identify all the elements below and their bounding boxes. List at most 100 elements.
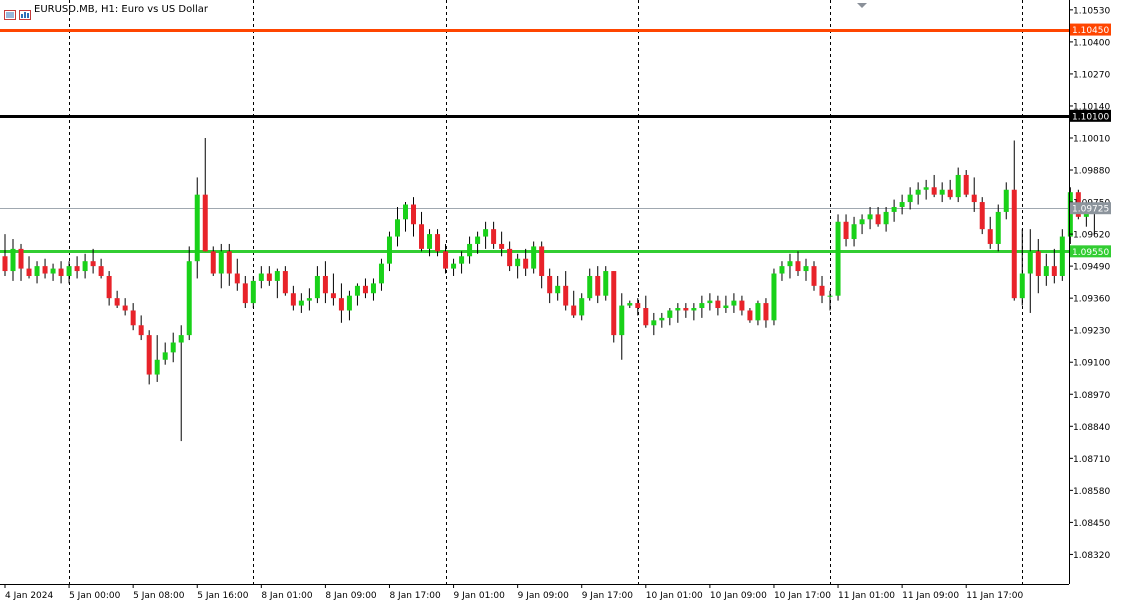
time-tick-label: 5 Jan 08:00: [133, 591, 185, 601]
candle-body: [362, 285, 368, 294]
candle-body: [34, 266, 40, 276]
price-tag-text: 1.09725: [1072, 205, 1109, 215]
candle: [963, 170, 969, 198]
candle-body: [963, 174, 969, 195]
candle: [603, 266, 609, 301]
candle-body: [226, 251, 232, 274]
candle: [547, 268, 553, 304]
candle-body: [627, 303, 633, 306]
candle: [923, 179, 929, 200]
candle-body: [210, 251, 216, 274]
candle: [627, 300, 633, 309]
candle: [370, 278, 376, 301]
candle: [867, 206, 873, 230]
candle: [483, 221, 489, 249]
candle: [306, 288, 312, 311]
candle: [394, 206, 400, 247]
candle-body: [971, 194, 977, 203]
candle: [995, 204, 1001, 252]
time-tick-label: 9 Jan 01:00: [454, 591, 506, 601]
time-tick-label: 9 Jan 09:00: [518, 591, 570, 601]
candle-body: [459, 256, 465, 264]
candle-body: [338, 298, 344, 311]
candle-body: [715, 300, 721, 309]
price-tag-text: 1.10100: [1072, 112, 1109, 122]
candle: [507, 241, 513, 272]
candle: [723, 295, 729, 313]
candle: [2, 234, 8, 276]
candle-body: [819, 285, 825, 296]
candle: [386, 231, 392, 272]
price-tick-label: 1.10400: [1073, 38, 1110, 48]
candle: [1035, 239, 1041, 294]
chart-properties-icon[interactable]: [4, 5, 16, 20]
candle-body: [523, 258, 529, 269]
candle: [739, 295, 745, 316]
candle: [330, 273, 336, 306]
price-tick-label: 1.08320: [1073, 551, 1110, 561]
candle-body: [18, 248, 24, 269]
candle: [74, 256, 80, 279]
time-tick-label: 11 Jan 17:00: [966, 591, 1023, 601]
candle-body: [995, 211, 1001, 244]
price-tag-box: [1070, 23, 1111, 36]
time-axis[interactable]: 4 Jan 2024 5 Jan 00:00 5 Jan 08:00 5 Jan 16…: [0, 584, 1069, 601]
candle-body: [90, 261, 96, 267]
candle: [98, 258, 104, 279]
candle: [234, 258, 240, 291]
candle: [242, 275, 248, 309]
candle: [1051, 248, 1057, 284]
candle-body: [587, 275, 593, 299]
symbol-info-icon[interactable]: [19, 5, 31, 20]
candle: [170, 332, 176, 363]
scroll-marker-icon[interactable]: [857, 3, 867, 8]
candle-body: [803, 266, 809, 272]
candle-body: [699, 303, 705, 309]
price-axis[interactable]: 1.10530 1.10400 1.10270 1.10140 1.10010 1.098…: [1069, 0, 1110, 584]
candle: [1043, 253, 1049, 286]
candle-body: [851, 224, 857, 240]
candle-body: [843, 221, 849, 240]
candle-body: [258, 273, 264, 281]
candle: [362, 278, 368, 299]
candle-body: [515, 258, 521, 267]
candle-body: [98, 266, 104, 276]
candle: [475, 231, 481, 254]
candle-body: [643, 308, 649, 326]
candle: [763, 298, 769, 328]
candle: [322, 261, 328, 304]
candle: [435, 229, 441, 257]
candle-body: [1035, 251, 1041, 276]
candle-body: [370, 283, 376, 294]
candle: [122, 298, 128, 316]
chart-title: EURUSD.MB, H1: Euro vs US Dollar: [34, 4, 209, 15]
candle: [146, 330, 152, 385]
time-tick-label: 5 Jan 16:00: [197, 591, 249, 601]
candle-body: [899, 202, 905, 207]
candle: [298, 293, 304, 313]
candle: [467, 236, 473, 264]
candle-body: [1043, 266, 1049, 276]
candle-body: [579, 298, 585, 316]
candle-body: [178, 335, 184, 343]
candle-body: [346, 295, 352, 311]
candle-body: [875, 214, 881, 225]
candle-body: [811, 266, 817, 286]
candle: [443, 243, 449, 274]
time-tick-label: 8 Jan 01:00: [261, 591, 313, 601]
candle-body: [947, 189, 953, 198]
candle-body: [242, 283, 248, 304]
candle-body: [394, 219, 400, 237]
candle: [883, 206, 889, 232]
candle-body: [979, 202, 985, 230]
candle-body: [354, 285, 360, 296]
candle: [635, 298, 641, 316]
candle: [979, 197, 985, 235]
candle: [715, 295, 721, 316]
candle-body: [234, 273, 240, 284]
candle-body: [635, 303, 641, 309]
candle-body: [611, 271, 617, 336]
candle-body: [435, 234, 441, 252]
